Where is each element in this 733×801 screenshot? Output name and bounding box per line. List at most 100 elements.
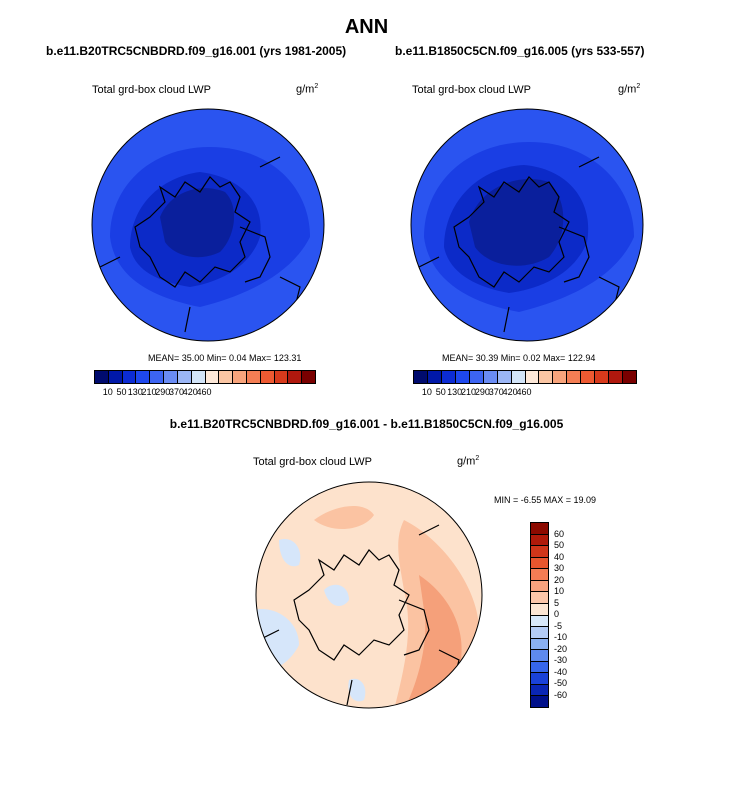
colorbar-box [497,371,512,383]
colorbar-box [455,371,470,383]
colorbar-box [531,603,548,616]
colorbar-box [511,371,526,383]
colorbar-box [531,673,548,685]
colorbar-tick-label: -60 [554,689,568,700]
colorbar-tick-label: 10 [421,387,432,397]
colorbar-tick-label: 130 [127,387,143,397]
colorbar-box [274,371,289,383]
colorbar-tick-label: 460 [516,387,532,397]
panel-1-polar-map [91,108,325,342]
difference-title: b.e11.B20TRC5CNBDRD.f09_g16.001 - b.e11.… [169,417,564,431]
colorbar-box [441,371,456,383]
colorbar-box [150,371,165,383]
difference-field-cool-arctic [324,584,349,606]
colorbar-box [531,580,548,593]
difference-field-cool-south [348,678,366,702]
colorbar-box [531,696,548,707]
difference-stats: MIN = -6.55 MAX = 19.09 [494,495,597,505]
colorbar-box [531,534,548,547]
colorbar-box [177,371,192,383]
panel-1-coastline [99,156,301,333]
panel-2-variable-label: Total grd-box cloud LWP [412,84,532,96]
colorbar-tick-label: 290 [155,387,171,397]
difference-colorbar [530,522,549,708]
colorbar-box [427,371,442,383]
colorbar-tick-label: 210 [460,387,477,397]
panel-2-colorbar [413,370,637,384]
colorbar-box [95,371,109,383]
colorbar-box [260,371,275,383]
panel-1-colorbar-ticks: 10 50 130 210 290 370 420 460 [94,387,314,399]
panel-1-variable-label: Total grd-box cloud LWP [92,84,212,96]
panel-1-units: g/m2 [296,83,319,96]
colorbar-tick-label: 460 [196,387,212,397]
colorbar-box [595,371,610,383]
colorbar-box [531,592,548,604]
colorbar-box [288,371,303,383]
colorbar-tick-label: -20 [554,643,568,654]
colorbar-tick-label: 210 [141,387,157,397]
panel-2-field-core [469,178,564,266]
colorbar-box [609,371,624,383]
colorbar-box [136,371,151,383]
colorbar-tick-label: 370 [488,387,504,397]
colorbar-box [164,371,178,383]
colorbar-box [531,627,548,639]
colorbar-box [531,615,548,628]
panel-2-colorbar-ticks: 10 50 130 210 290 370 420 460 [413,387,635,399]
colorbar-box [531,661,548,674]
colorbar-box [205,371,220,383]
colorbar-box [531,546,548,558]
colorbar-tick-label: 10 [102,387,113,397]
colorbar-tick-label: 50 [554,540,565,550]
colorbar-box [531,638,548,651]
colorbar-box [531,650,548,662]
colorbar-box [414,371,428,383]
colorbar-box [302,371,315,383]
panel-1-case-title: b.e11.B20TRC5CNBDRD.f09_g16.001 (yrs 198… [46,44,347,58]
colorbar-box [525,371,540,383]
panel-2-units: g/m2 [618,83,641,96]
page-title: ANN [344,16,389,38]
panel-2-stats: MEAN= 30.39 Min= 0.02 Max= 122.94 [442,353,596,363]
colorbar-box [233,371,247,383]
colorbar-tick-label: 60 [554,528,565,539]
colorbar-tick-label: -40 [554,666,568,677]
colorbar-box [553,371,568,383]
panel-1-stats: MEAN= 35.00 Min= 0.04 Max= 123.31 [148,353,302,363]
colorbar-tick-label: 420 [502,387,518,397]
colorbar-tick-label: 0 [554,609,560,619]
colorbar-tick-label: -30 [554,655,568,665]
colorbar-tick-label: 20 [554,574,565,585]
colorbar-box [623,371,636,383]
difference-colorbar-ticks: 60 50 40 30 20 10 5 0 -5 -10 -20 -30 -40 -50 -60 [554,522,584,706]
colorbar-tick-label: 40 [554,551,565,562]
difference-variable-label: Total grd-box cloud LWP [253,456,373,468]
colorbar-box [219,371,234,383]
colorbar-box [469,371,484,383]
colorbar-box [531,523,548,535]
colorbar-box [108,371,123,383]
panel-2-coastline [418,156,620,333]
difference-polar-map [255,481,483,709]
colorbar-tick-label: 50 [116,387,127,397]
difference-field-warm-patch [314,505,374,530]
colorbar-box [567,371,582,383]
panel-1-colorbar [94,370,316,384]
panel-2-polar-map [410,108,644,342]
colorbar-tick-label: 290 [474,387,490,397]
colorbar-box [246,371,261,383]
colorbar-box [191,371,206,383]
colorbar-box [531,569,548,581]
panel-1-field-core [160,188,235,258]
colorbar-box [122,371,137,383]
colorbar-tick-label: 420 [182,387,198,397]
colorbar-box [539,371,554,383]
colorbar-tick-label: -10 [554,632,568,642]
colorbar-box [581,371,596,383]
difference-units: g/m2 [457,455,480,468]
colorbar-tick-label: 5 [554,597,560,608]
colorbar-tick-label: 130 [447,387,463,397]
colorbar-tick-label: 10 [554,586,565,596]
difference-field-cool-northwest [279,539,301,567]
